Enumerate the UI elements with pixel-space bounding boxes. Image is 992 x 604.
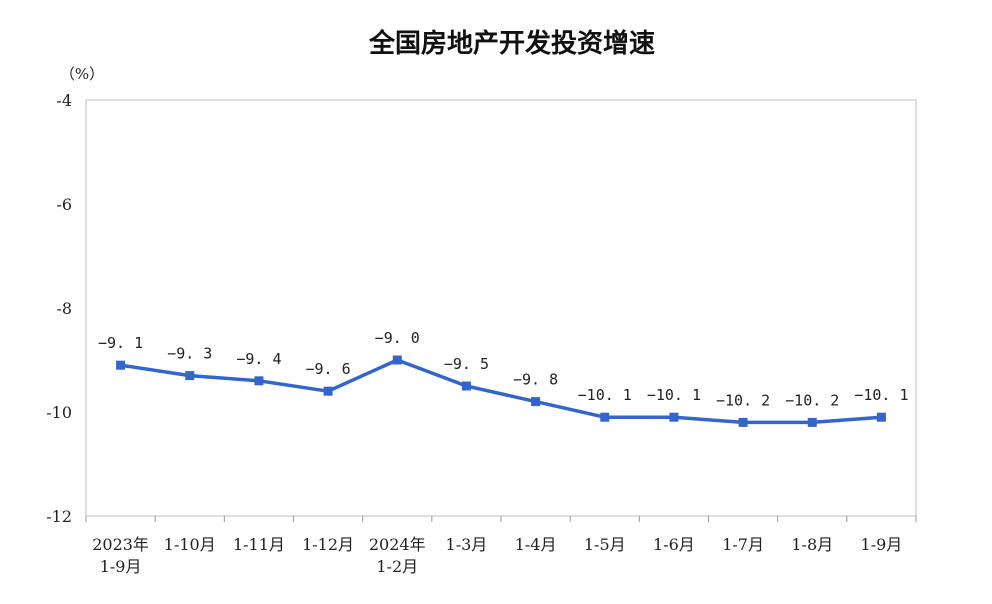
y-axis-unit-label: （%）: [60, 65, 104, 83]
data-label: −10. 1: [647, 386, 701, 404]
data-point-marker: [461, 381, 471, 391]
series-layer: −9. 1 −9. 3 −9. 4 −9. 6 −9. 0 −9. 5 −9. 8 −10. …: [98, 329, 909, 427]
x-axis: 2023年 1-9月 1-10月 1-11月 1-12月 2024年 1-2月 1-3月 1-4…: [85, 516, 917, 576]
series-line: [118, 358, 884, 425]
data-point-marker: [600, 412, 610, 422]
data-point-marker: [392, 355, 402, 365]
y-tick-label: -10: [46, 403, 72, 422]
x-tick-label: 1-2月: [376, 557, 418, 576]
x-tick-label: 1-6月: [653, 535, 695, 554]
plot-area: [85, 99, 917, 517]
x-tick-label: 1-3月: [446, 535, 488, 554]
x-tick-label: 1-11月: [233, 535, 285, 554]
data-label: −10. 1: [854, 386, 908, 404]
x-tick-label: 1-7月: [722, 535, 764, 554]
data-label: −10. 2: [716, 391, 770, 409]
y-tick-label: -12: [46, 507, 72, 526]
data-point-marker: [669, 412, 679, 422]
data-label: −10. 1: [578, 386, 632, 404]
data-point-marker: [254, 376, 264, 386]
data-label: −9. 4: [236, 350, 281, 368]
data-label: −9. 1: [98, 334, 143, 352]
x-tick-label: 1-12月: [302, 535, 354, 554]
data-point-marker: [876, 412, 886, 422]
data-label: −9. 3: [167, 345, 212, 363]
x-tick-label: 2023年: [92, 535, 149, 554]
x-tick-label: 1-9月: [100, 557, 142, 576]
x-tick-label: 1-5月: [584, 535, 626, 554]
chart-title: 全国房地产开发投资增速: [368, 28, 655, 59]
x-tick-label: 1-4月: [515, 535, 557, 554]
x-tick-label: 1-8月: [791, 535, 833, 554]
data-label: −9. 0: [375, 329, 420, 347]
x-tick-label: 1-9月: [861, 535, 903, 554]
y-axis: -4 -6 -8 -10 -12: [46, 91, 72, 526]
x-tick-label: 1-10月: [164, 535, 216, 554]
data-point-marker: [807, 417, 817, 427]
y-tick-label: -6: [56, 195, 72, 214]
data-label: −10. 2: [785, 391, 839, 409]
data-point-marker: [738, 417, 748, 427]
data-point-marker: [531, 397, 541, 407]
data-label: −9. 5: [444, 355, 489, 373]
data-point-marker: [116, 360, 126, 370]
data-label: −9. 6: [306, 360, 351, 378]
data-label: −9. 8: [513, 371, 558, 389]
y-tick-label: -4: [56, 91, 72, 110]
y-tick-label: -8: [56, 299, 72, 318]
data-point-marker: [185, 371, 195, 381]
data-point-marker: [323, 386, 333, 396]
x-tick-label: 2024年: [369, 535, 426, 554]
